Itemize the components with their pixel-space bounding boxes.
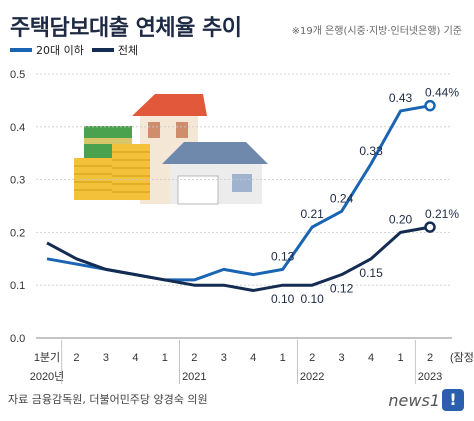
series-layer: [46, 99, 436, 292]
small-house-roof: [162, 142, 268, 164]
series-end-point-0: [424, 99, 436, 112]
x-tick-label: 2: [191, 352, 197, 364]
x-tick-label: 1: [280, 352, 286, 364]
y-tick-label: 0.3: [10, 175, 25, 187]
x-tick-label: 2: [309, 352, 315, 364]
subtitle: ※19개 은행(시중·지방·인터넷은행) 기준: [291, 26, 462, 37]
data-label: 0.33: [359, 144, 383, 158]
small-house-window: [232, 174, 252, 192]
brand-logo: news1!: [388, 389, 464, 411]
data-label: 0.43: [389, 91, 413, 105]
house-window-2: [176, 122, 188, 138]
y-tick-label: 0.5: [10, 69, 25, 81]
x-year-label: 2022: [300, 371, 324, 383]
brand-icon: !: [442, 389, 464, 411]
legend-label-20s: 20대 이하: [36, 44, 84, 57]
house-illustration: [74, 94, 268, 205]
brand-text: news1: [388, 390, 440, 410]
x-tick-label: 3: [339, 352, 345, 364]
legend: 20대 이하 전체: [10, 42, 138, 58]
y-tick-label: 0.2: [10, 227, 25, 239]
x-tick-label: 4: [250, 352, 256, 364]
x-year-label: 2023: [418, 371, 442, 383]
legend-swatch-20s: [10, 48, 32, 52]
x-year-label: 2021: [182, 371, 206, 383]
x-tick-label: 4: [132, 352, 138, 364]
x-tick-label: 3: [221, 352, 227, 364]
small-house-garage: [177, 175, 219, 205]
y-tick-label: 0.1: [10, 280, 25, 292]
data-label: 0.10: [271, 292, 295, 306]
x-year-label: 2020년: [30, 370, 65, 383]
source-note: 자료 금융감독원, 더불어민주당 양경숙 의원: [8, 393, 208, 406]
y-axis: 0.5 0.4 0.3 0.2 0.1 0.0: [10, 69, 25, 345]
data-label: 0.20: [389, 212, 413, 226]
coin-stack-2: [112, 144, 150, 200]
legend-label-total: 전체: [117, 44, 139, 57]
x-axis: 1분기 2 3 4 1 2 3 4 1 2 3 4 1 2 (잠정) 2020년 2021 2022 2023: [30, 340, 474, 384]
legend-item-20s: 20대 이하: [10, 42, 84, 58]
x-tick-label: 2: [427, 352, 433, 364]
data-label: 0.21%: [425, 207, 459, 221]
data-label: 0.12: [330, 282, 354, 296]
data-label: 0.15: [359, 266, 383, 280]
data-label: 0.21: [300, 207, 324, 221]
x-tick-label: 1분기: [34, 351, 60, 364]
page-title: 주택담보대출 연체율 추이: [10, 16, 242, 41]
x-tick-label: 2: [73, 352, 79, 364]
legend-swatch-total: [91, 48, 114, 52]
x-provisional-note: (잠정): [450, 351, 474, 364]
series-end-point-1: [424, 221, 436, 233]
x-tick-label: 3: [103, 352, 109, 364]
legend-item-total: 전체: [91, 42, 139, 58]
data-label: 0.44%: [425, 86, 459, 100]
grid-lines: [36, 73, 452, 339]
cash-stack-band: [84, 138, 132, 144]
x-tick-label: 4: [368, 352, 374, 364]
data-labels: 0.13 0.21 0.24 0.33 0.43 0.44% 0.10 0.10 0.12 0.1…: [271, 86, 459, 307]
data-label: 0.13: [271, 249, 295, 263]
coin-stack-1: [74, 158, 114, 200]
x-tick-label: 1: [162, 352, 168, 364]
house-window-1: [148, 122, 160, 138]
series-line-1: [46, 225, 431, 292]
y-tick-label: 0.4: [10, 122, 25, 134]
x-tick-label: 1: [397, 352, 403, 364]
data-label: 0.24: [330, 191, 354, 205]
data-label: 0.10: [300, 292, 324, 306]
y-tick-label: 0.0: [10, 333, 25, 345]
house-roof: [132, 94, 207, 116]
